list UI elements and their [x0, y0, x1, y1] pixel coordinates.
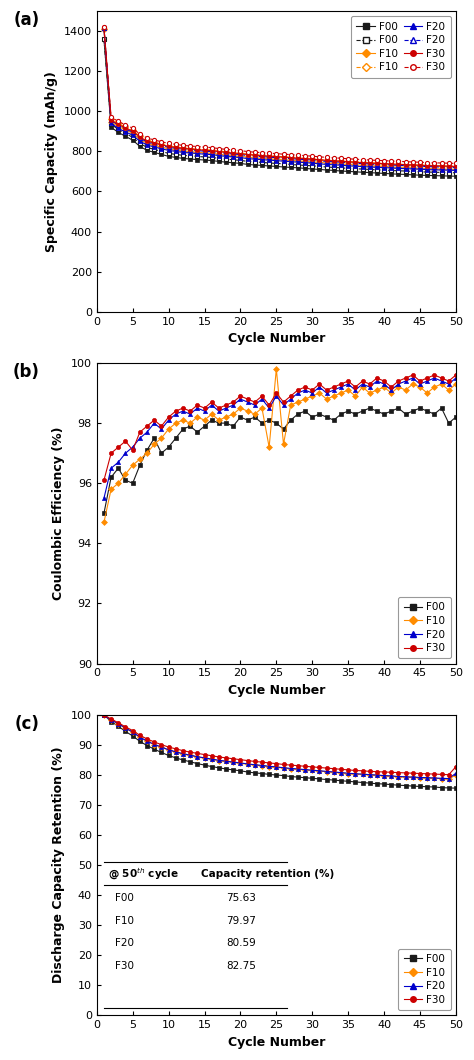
Legend: F00, F10, F20, F30: F00, F10, F20, F30 [398, 597, 451, 658]
X-axis label: Cycle Number: Cycle Number [228, 332, 325, 346]
X-axis label: Cycle Number: Cycle Number [228, 1036, 325, 1049]
Text: (c): (c) [14, 714, 39, 732]
Text: 75.63: 75.63 [226, 894, 256, 903]
Text: F00: F00 [115, 894, 134, 903]
Text: Capacity retention (%): Capacity retention (%) [201, 869, 334, 879]
Text: F20: F20 [115, 938, 134, 949]
Legend: F00, F00, F10, F10, F20, F20, F30, F30: F00, F00, F10, F10, F20, F20, F30, F30 [351, 16, 451, 77]
Legend: F00, F10, F20, F30: F00, F10, F20, F30 [398, 949, 451, 1010]
Y-axis label: Specific Capacity (mAh/g): Specific Capacity (mAh/g) [45, 71, 58, 252]
Text: 82.75: 82.75 [226, 960, 256, 971]
Text: F10: F10 [115, 916, 134, 925]
Text: F30: F30 [115, 960, 134, 971]
X-axis label: Cycle Number: Cycle Number [228, 684, 325, 697]
Y-axis label: Coulombic Efficiency (%): Coulombic Efficiency (%) [52, 426, 65, 600]
Text: 80.59: 80.59 [226, 938, 256, 949]
Text: @ 50$^{th}$ cycle: @ 50$^{th}$ cycle [108, 866, 179, 882]
Text: 79.97: 79.97 [226, 916, 256, 925]
Text: (b): (b) [12, 363, 39, 381]
Text: (a): (a) [13, 11, 39, 29]
Y-axis label: Discharge Capacity Retention (%): Discharge Capacity Retention (%) [52, 747, 65, 984]
